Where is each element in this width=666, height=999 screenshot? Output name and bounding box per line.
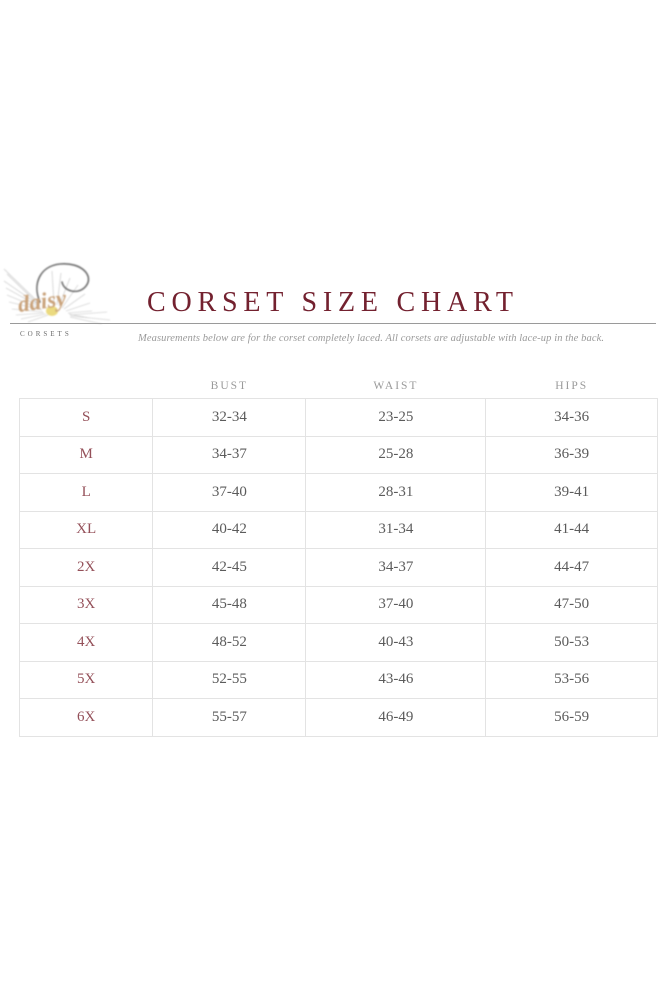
svg-text:daisy: daisy (16, 285, 68, 317)
